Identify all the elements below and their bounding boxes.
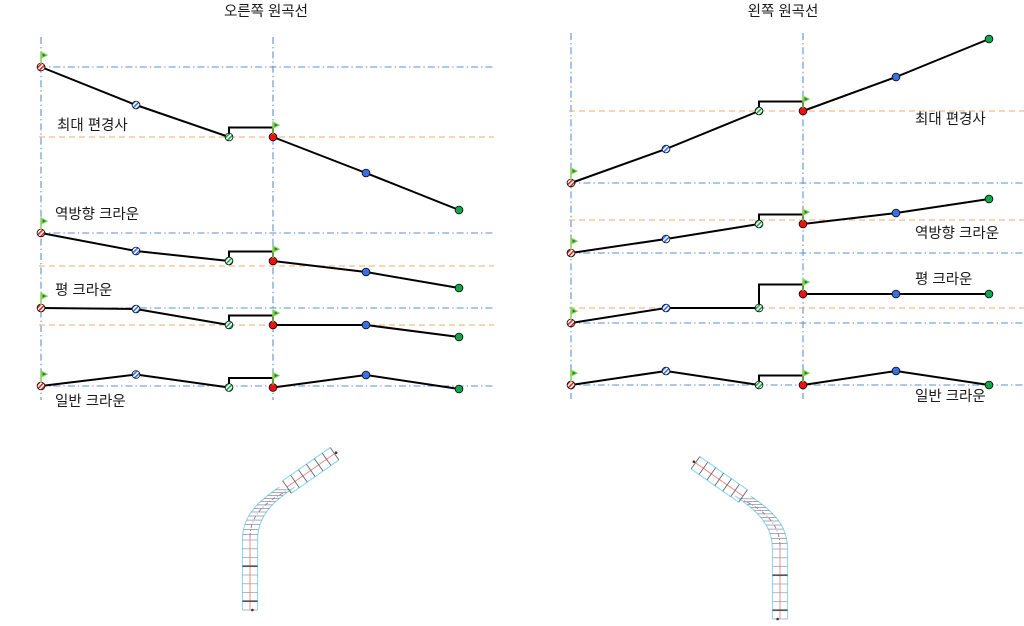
svg-text:일반 크라운: 일반 크라운: [915, 388, 986, 405]
svg-text:평 크라운: 평 크라운: [55, 282, 112, 299]
svg-text:평 크라운: 평 크라운: [915, 271, 972, 288]
svg-text:최대 편경사: 최대 편경사: [57, 117, 128, 134]
svg-text:일반 크라운: 일반 크라운: [55, 393, 126, 410]
svg-text:오른쪽 원곡선: 오른쪽 원곡선: [224, 3, 308, 20]
svg-text:최대 편경사: 최대 편경사: [915, 111, 986, 128]
svg-text:역방향 크라운: 역방향 크라운: [915, 225, 999, 242]
svg-text:역방향 크라운: 역방향 크라운: [55, 206, 139, 223]
svg-text:왼쪽 원곡선: 왼쪽 원곡선: [748, 3, 819, 20]
